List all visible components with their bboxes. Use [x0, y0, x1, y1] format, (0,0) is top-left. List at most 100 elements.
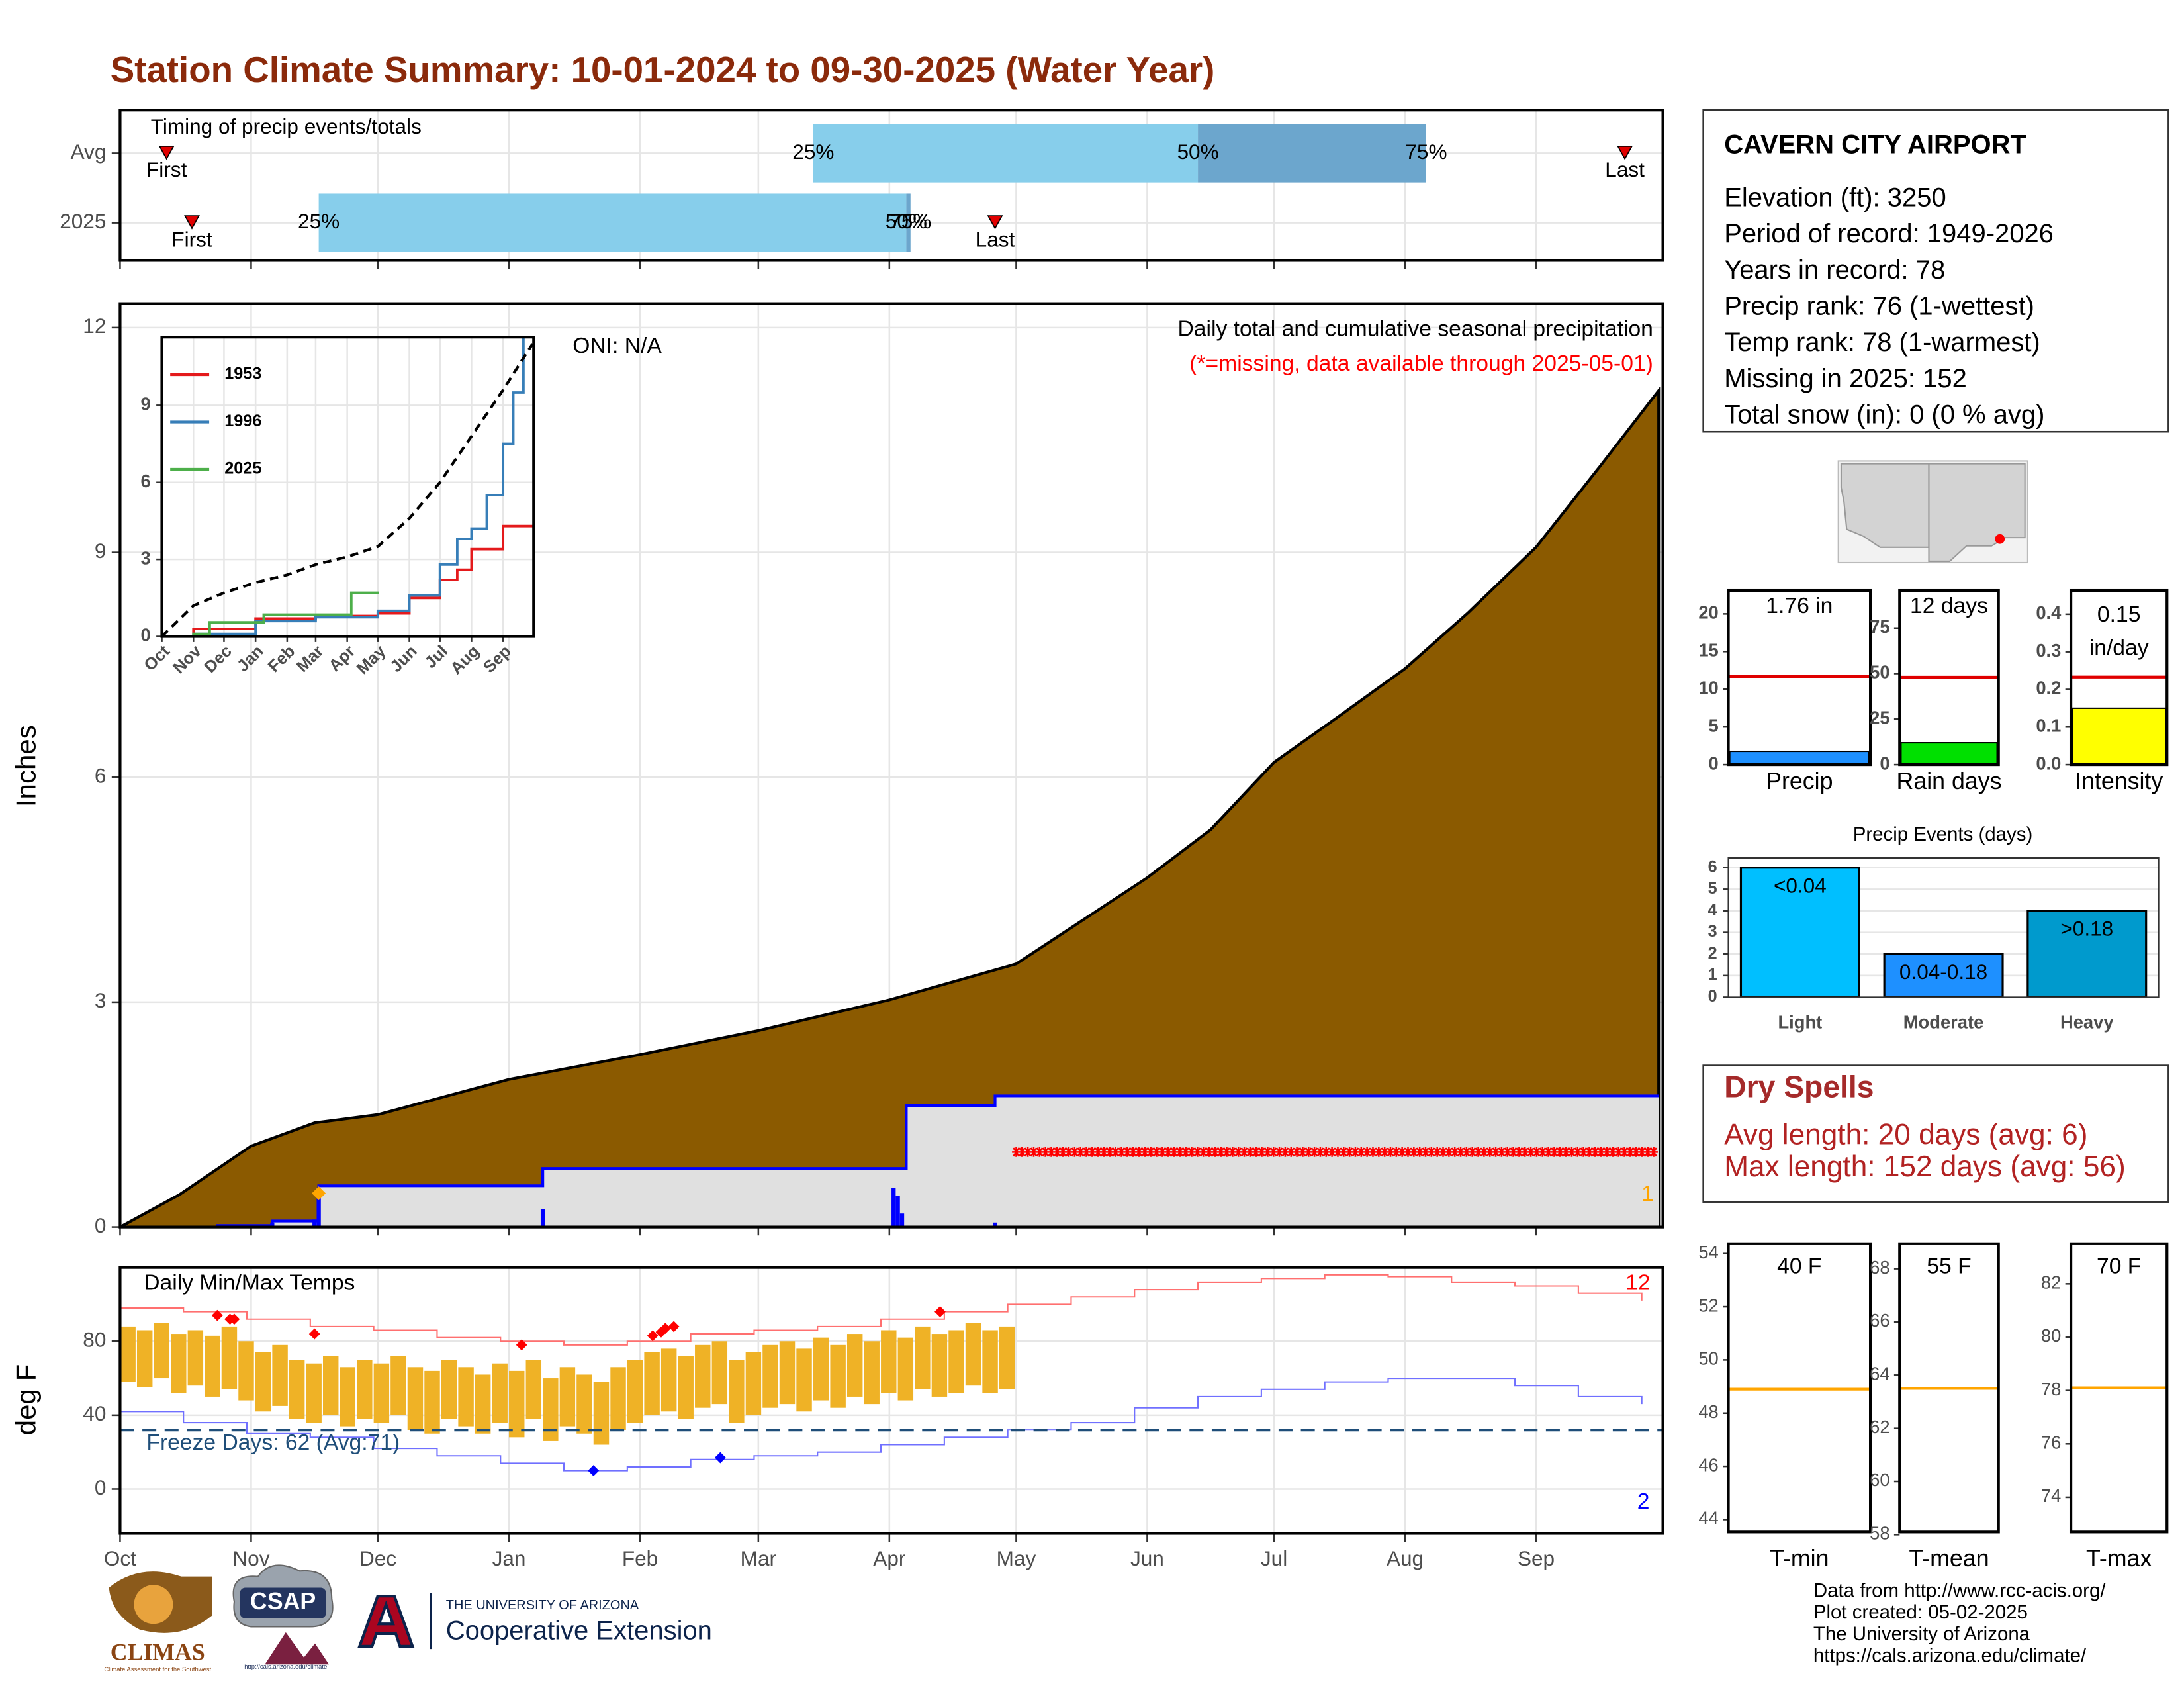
temp-range-bar: [762, 1344, 778, 1408]
value-label: 0.15: [2097, 602, 2141, 627]
station-line: Missing in 2025: 152: [1724, 364, 1967, 393]
x-tick-label: Oct: [104, 1546, 136, 1570]
quantile-label: 25%: [298, 209, 340, 233]
record-marker: [228, 1313, 240, 1325]
y-tick-label: 62: [1870, 1417, 1889, 1437]
y-tick-label: 9: [141, 394, 151, 414]
event-marker: [158, 146, 175, 160]
x-tick-label: Jul: [1261, 1546, 1287, 1570]
csap-url: http://cals.arizona.edu/climate: [244, 1664, 327, 1671]
x-tick-label: Sep: [1518, 1546, 1555, 1570]
category-label: Heavy: [2060, 1012, 2114, 1033]
x-tick-label: Jun: [1130, 1546, 1164, 1570]
record-marker: [516, 1339, 527, 1351]
summary-bar: [1729, 750, 1870, 766]
temp-range-bar: [390, 1356, 406, 1415]
y-tick-label: 6: [141, 471, 151, 491]
extension-name: Cooperative Extension: [446, 1616, 712, 1645]
y-tick-label: 0.2: [2036, 678, 2061, 698]
y-tick-label: 10: [1698, 677, 1718, 698]
temp-panel-frame: [1898, 1242, 2000, 1534]
temp-range-bar: [931, 1334, 948, 1397]
station-line: Period of record: 1949-2026: [1724, 219, 2054, 248]
y-tick-label: 64: [1870, 1364, 1889, 1384]
y-tick-label: 0: [95, 1213, 107, 1237]
event-label: Last: [976, 227, 1015, 251]
daily-bar: [899, 1213, 905, 1227]
event-label: First: [171, 227, 212, 251]
temp-range-bar: [830, 1344, 846, 1408]
y-axis-label: Inches: [11, 725, 42, 807]
temp-range-bar: [120, 1326, 136, 1382]
events-frame: [1727, 857, 2160, 998]
credit-line: Plot created: 05-02-2025: [1813, 1601, 2028, 1623]
temp-range-bar: [897, 1337, 914, 1401]
current-area: [120, 1096, 1659, 1227]
y-tick-label: 0.0: [2036, 753, 2061, 773]
quantile-bar: [906, 193, 911, 252]
panel-label: Timing of precip events/totals: [151, 115, 422, 138]
event-bar: [1883, 953, 2004, 999]
panel-label: Precip: [1766, 768, 1833, 794]
x-tick-label: Nov: [232, 1546, 269, 1570]
threshold-label: <0.04: [1774, 874, 1827, 898]
panel-frame: [118, 1266, 1664, 1535]
panel-label: T-max: [2086, 1545, 2152, 1571]
y-tick-label: 20: [1698, 602, 1718, 623]
y-tick-label: 50: [1870, 662, 1889, 682]
panel-frame: [118, 109, 1664, 262]
chart-subtitle: (*=missing, data available through 2025-…: [1189, 352, 1653, 376]
y-tick-label: 68: [1870, 1257, 1889, 1278]
temp-range-bar: [357, 1360, 373, 1419]
station-line: Temp rank: 78 (1-warmest): [1724, 328, 2040, 357]
record-marker: [211, 1309, 223, 1321]
y-tick-label: 9: [95, 539, 107, 563]
event-label: Last: [1605, 158, 1645, 181]
x-tick-label: Apr: [873, 1546, 905, 1570]
temp-range-bar: [779, 1341, 796, 1405]
y-tick-label: 0: [1880, 753, 1889, 773]
y-tick-label: 54: [1698, 1242, 1718, 1262]
temp-range-bar: [543, 1378, 559, 1441]
x-tick-label: Jan: [492, 1546, 526, 1570]
inset-frame: [160, 336, 535, 638]
record-marker: [647, 1330, 659, 1342]
csap-mountain: [265, 1632, 330, 1665]
station-line: Total snow (in): 0 (0 % avg): [1724, 400, 2044, 430]
temp-range-bar: [525, 1360, 542, 1419]
y-tick-label: 60: [1870, 1470, 1889, 1490]
temp-range-bar: [593, 1382, 610, 1445]
climas-name: CLIMAS: [111, 1639, 205, 1665]
record-line: [120, 1377, 1643, 1472]
x-tick-label: Dec: [359, 1546, 396, 1570]
event-marker: [184, 215, 200, 230]
temp-range-bar: [255, 1352, 271, 1412]
quantile-bar: [813, 124, 1199, 183]
event-marker: [1617, 146, 1633, 160]
csap-badge: [240, 1587, 326, 1618]
temp-range-bar: [458, 1367, 474, 1427]
first-event-marker: [312, 1186, 326, 1201]
y-tick-label: 46: [1698, 1454, 1718, 1475]
panel-label: Intensity: [2075, 768, 2163, 794]
temp-range-bar: [492, 1363, 508, 1423]
daily-bar: [891, 1188, 896, 1227]
dry-spells-line: Avg length: 20 days (avg: 6): [1724, 1119, 2087, 1151]
legend-label: 2025: [224, 459, 261, 478]
temp-range-bar: [999, 1326, 1015, 1389]
missing-markers: [1012, 1147, 1658, 1157]
mini-frame: [1727, 588, 1872, 767]
temp-range-bar: [711, 1341, 728, 1405]
map-station: [1995, 534, 2005, 544]
quantile-bar: [318, 193, 907, 252]
freeze-label: Freeze Days: 62 (Avg:71): [146, 1430, 400, 1455]
x-tick-label: Aug: [1387, 1546, 1424, 1570]
row-label: Avg: [71, 140, 107, 164]
temp-range-bar: [171, 1334, 187, 1393]
temp-range-bar: [221, 1326, 238, 1389]
quantile-bar: [1198, 124, 1426, 183]
summary-bar: [2071, 707, 2167, 766]
value-label: 12 days: [1910, 594, 1988, 618]
temp-range-bar: [915, 1326, 931, 1389]
temp-panel-frame: [2069, 1242, 2169, 1534]
